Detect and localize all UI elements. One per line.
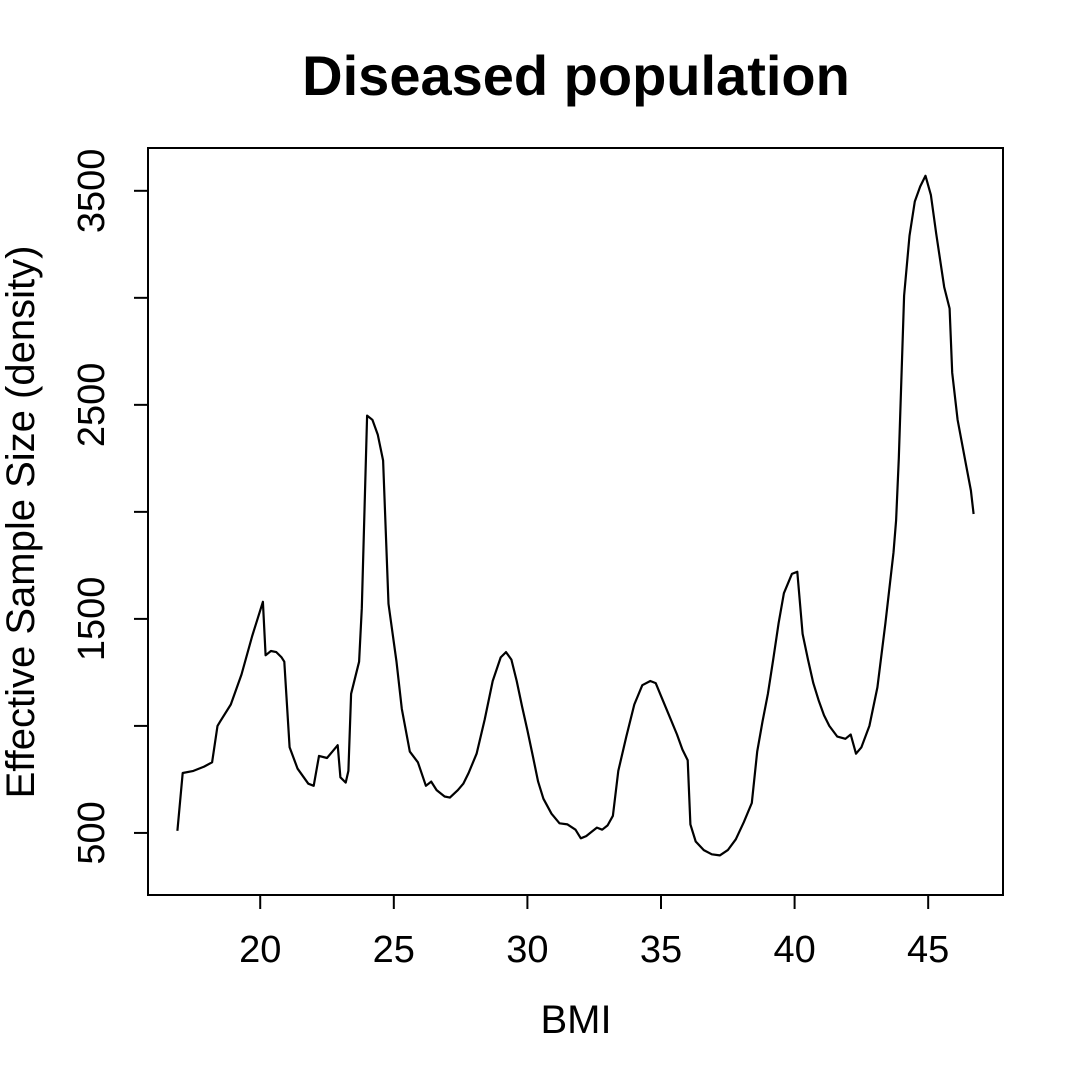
series-line bbox=[176, 174, 975, 857]
x-tick-label: 45 bbox=[907, 929, 949, 971]
plot-frame bbox=[147, 147, 1004, 896]
x-tick-label: 20 bbox=[239, 929, 281, 971]
y-axis: 500 1500 2500 3500 bbox=[71, 149, 148, 865]
x-tick-label: 40 bbox=[773, 929, 815, 971]
x-tick-label: 35 bbox=[640, 929, 682, 971]
y-tick-label: 3500 bbox=[71, 149, 113, 234]
x-axis-label: BMI bbox=[540, 998, 611, 1042]
x-axis: 20 25 30 35 40 45 bbox=[239, 895, 949, 971]
y-axis-label: Effective Sample Size (density) bbox=[0, 246, 43, 799]
x-tick-label: 25 bbox=[373, 929, 415, 971]
chart-title: Diseased population bbox=[302, 44, 850, 107]
x-tick-label: 30 bbox=[506, 929, 548, 971]
y-tick-label: 2500 bbox=[71, 363, 113, 448]
y-tick-label: 500 bbox=[71, 801, 113, 864]
y-tick-label: 1500 bbox=[71, 577, 113, 662]
